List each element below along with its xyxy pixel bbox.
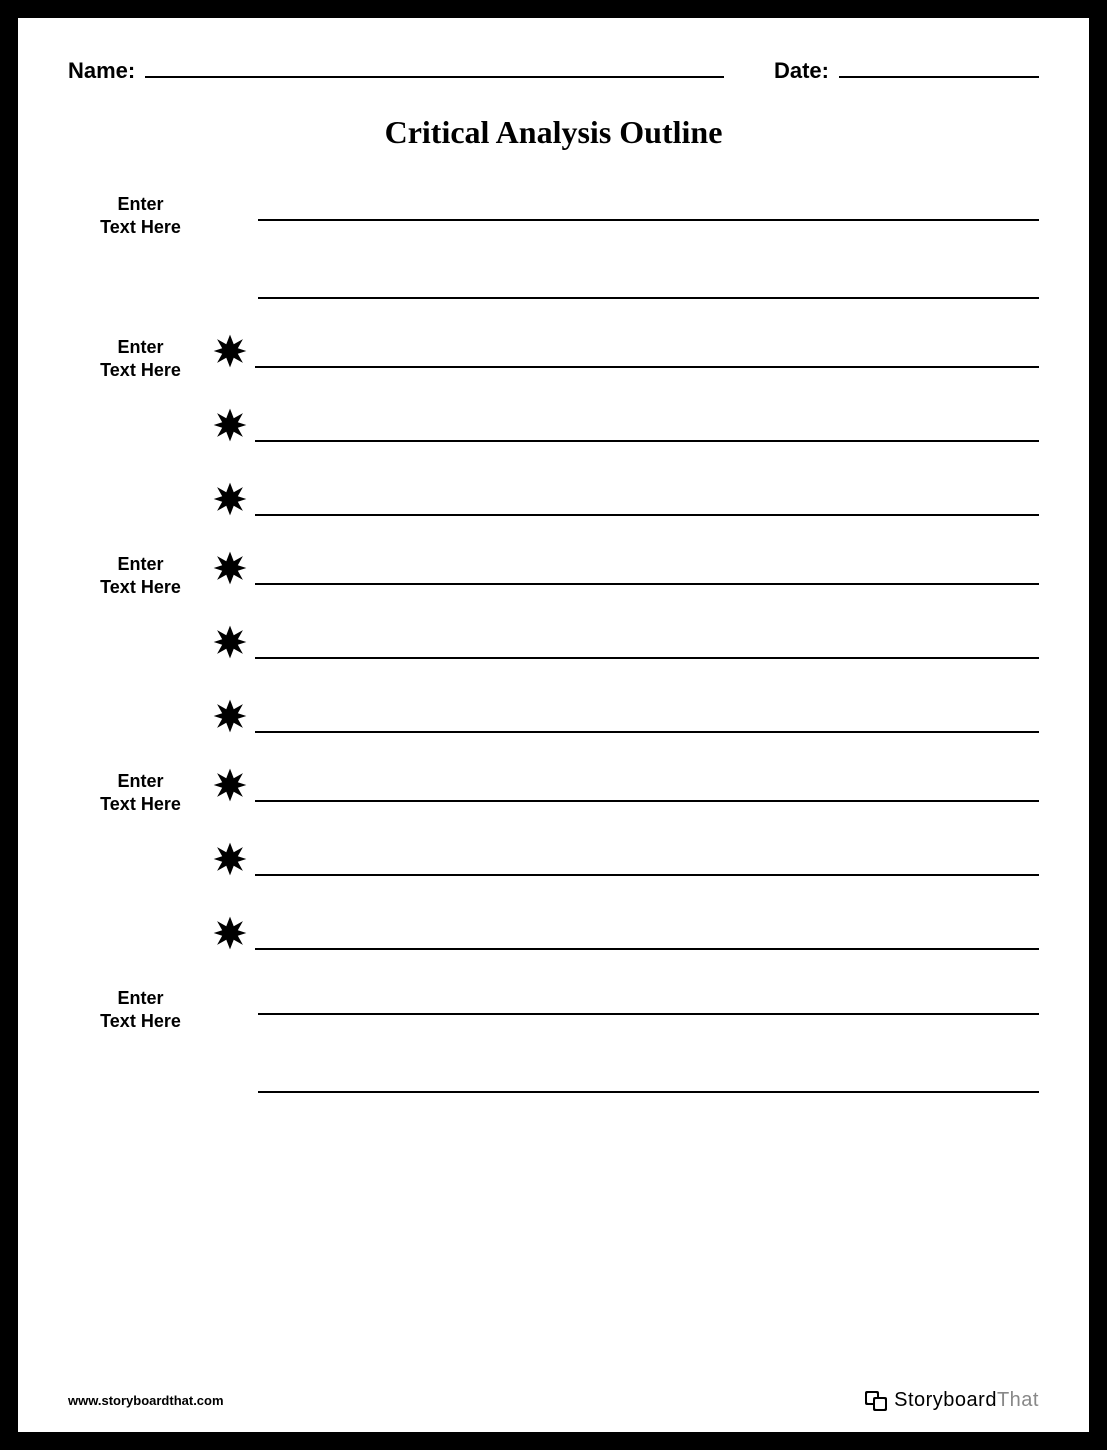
write-line[interactable] bbox=[258, 269, 1039, 299]
bullet-row bbox=[213, 625, 1039, 659]
section-5-label: EnterText Here bbox=[68, 985, 213, 1093]
write-line[interactable] bbox=[255, 338, 1039, 368]
starburst-icon bbox=[213, 699, 247, 733]
header-row: Name: Date: bbox=[68, 58, 1039, 84]
starburst-icon bbox=[213, 625, 247, 659]
starburst-icon bbox=[213, 334, 247, 368]
bullet-row bbox=[213, 482, 1039, 516]
section-1-label: EnterText Here bbox=[68, 191, 213, 299]
write-line[interactable] bbox=[255, 555, 1039, 585]
date-input-line[interactable] bbox=[839, 58, 1039, 78]
bullet-row bbox=[213, 551, 1039, 585]
section-1: EnterText Here bbox=[68, 191, 1039, 299]
section-3: EnterText Here bbox=[68, 551, 1039, 733]
section-3-label: EnterText Here bbox=[68, 551, 213, 733]
section-5: EnterText Here bbox=[68, 985, 1039, 1093]
write-line[interactable] bbox=[255, 629, 1039, 659]
section-3-lines bbox=[213, 551, 1039, 733]
storyboardthat-logo: StoryboardThat bbox=[864, 1389, 1039, 1412]
starburst-icon bbox=[213, 482, 247, 516]
section-2-label: EnterText Here bbox=[68, 334, 213, 516]
footer-url: www.storyboardthat.com bbox=[68, 1393, 224, 1408]
starburst-icon bbox=[213, 408, 247, 442]
date-label: Date: bbox=[774, 58, 829, 84]
section-5-lines bbox=[213, 985, 1039, 1093]
write-line[interactable] bbox=[255, 920, 1039, 950]
section-4-label: EnterText Here bbox=[68, 768, 213, 950]
content-area: EnterText Here EnterText Here bbox=[68, 191, 1039, 1369]
name-input-line[interactable] bbox=[145, 58, 724, 78]
starburst-icon bbox=[213, 551, 247, 585]
write-line[interactable] bbox=[258, 191, 1039, 221]
page-title: Critical Analysis Outline bbox=[68, 114, 1039, 151]
bullet-row bbox=[213, 768, 1039, 802]
bullet-row bbox=[213, 334, 1039, 368]
bullet-row bbox=[213, 408, 1039, 442]
section-2-lines bbox=[213, 334, 1039, 516]
footer: www.storyboardthat.com StoryboardThat bbox=[68, 1369, 1039, 1412]
logo-text: StoryboardThat bbox=[894, 1389, 1039, 1412]
section-4-lines bbox=[213, 768, 1039, 950]
write-line[interactable] bbox=[255, 412, 1039, 442]
write-line[interactable] bbox=[255, 772, 1039, 802]
bullet-row bbox=[213, 842, 1039, 876]
bullet-row bbox=[213, 699, 1039, 733]
section-4: EnterText Here bbox=[68, 768, 1039, 950]
write-line[interactable] bbox=[258, 1063, 1039, 1093]
starburst-icon bbox=[213, 768, 247, 802]
name-label: Name: bbox=[68, 58, 135, 84]
worksheet-page: Name: Date: Critical Analysis Outline En… bbox=[18, 18, 1089, 1432]
write-line[interactable] bbox=[255, 486, 1039, 516]
bullet-row bbox=[213, 916, 1039, 950]
write-line[interactable] bbox=[255, 703, 1039, 733]
write-line[interactable] bbox=[258, 985, 1039, 1015]
section-1-lines bbox=[213, 191, 1039, 299]
write-line[interactable] bbox=[255, 846, 1039, 876]
starburst-icon bbox=[213, 842, 247, 876]
starburst-icon bbox=[213, 916, 247, 950]
section-2: EnterText Here bbox=[68, 334, 1039, 516]
storyboard-icon bbox=[864, 1390, 888, 1412]
